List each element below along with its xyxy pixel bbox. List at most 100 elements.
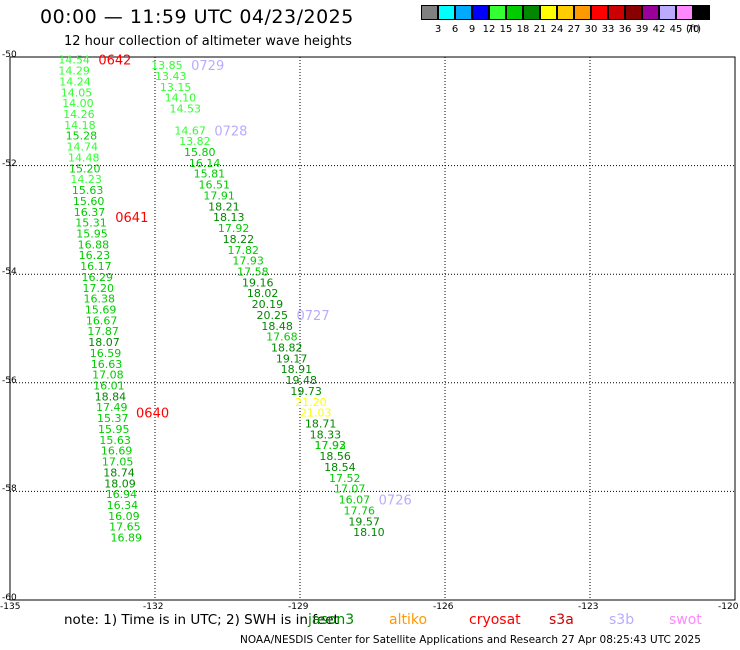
wave-height-value: 18.02: [247, 287, 278, 300]
wave-height-value: 18.91: [281, 363, 313, 376]
wave-height-value: 16.89: [111, 532, 142, 545]
wave-height-value: 14.10: [165, 92, 197, 105]
lat-tick-label: -54: [2, 267, 17, 278]
scale-label: 30: [584, 24, 598, 35]
wave-height-value: 18.56: [319, 450, 351, 463]
scale-swatch: [438, 5, 455, 20]
scale-swatch: [608, 5, 625, 20]
lon-tick-label: -126: [433, 602, 454, 612]
wave-height-value: 18.74: [103, 466, 134, 479]
scale-swatch: [676, 5, 693, 20]
scale-swatch: [693, 5, 710, 20]
wave-height-value: 14.67: [174, 124, 206, 137]
scale-swatch: [455, 5, 472, 20]
legend-entry-s3b: s3b: [609, 612, 635, 628]
wave-height-value: 15.69: [85, 303, 117, 316]
wave-height-value: 17.93: [232, 255, 263, 268]
wave-height-value: 17.76: [344, 504, 376, 517]
credit-line: NOAA/NESDIS Center for Satellite Applica…: [240, 634, 701, 646]
wave-height-value: 17.49: [96, 401, 128, 414]
wave-height-value: 15.60: [73, 195, 105, 208]
wave-height-value: 15.31: [75, 217, 107, 230]
legend-entry-swot: swot: [669, 612, 702, 628]
scale-label: 9: [468, 24, 476, 35]
scale-label: 24: [550, 24, 564, 35]
scale-label: 21: [533, 24, 547, 35]
wave-height-value: 18.82: [271, 342, 303, 355]
wave-height-value: 15.63: [99, 434, 130, 447]
wave-height-value: 16.59: [90, 347, 122, 360]
wave-height-value: 18.07: [88, 336, 120, 349]
scale-swatch: [625, 5, 642, 20]
wave-height-value: 18.48: [261, 320, 293, 333]
lat-tick-label: -60: [2, 593, 17, 603]
wave-height-value: 13.15: [160, 81, 192, 94]
wave-height-value: 16.34: [107, 499, 138, 512]
wave-height-value: 16.14: [189, 157, 221, 170]
wave-height-value: 19.17: [276, 352, 308, 365]
wave-height-value: 15.37: [97, 412, 129, 425]
wave-height-value: 15.95: [76, 227, 108, 240]
wave-height-value: 18.13: [213, 211, 245, 224]
legend-entry-cryosat: cryosat: [469, 612, 521, 628]
scale-label: 45: [669, 24, 683, 35]
scale-swatch: [642, 5, 659, 20]
wave-height-value: 15.81: [194, 168, 226, 181]
lat-tick-label: -52: [2, 158, 17, 169]
wave-height-value: 18.09: [104, 477, 136, 490]
map-frame: [9, 56, 736, 601]
wave-height-value: 18.21: [208, 200, 240, 213]
wave-height-value: 16.37: [74, 206, 106, 219]
scale-label: 15: [499, 24, 513, 35]
wave-height-value: 13.43: [155, 70, 187, 83]
map-subtitle: 12 hour collection of altimeter wave hei…: [64, 34, 352, 49]
wave-height-value: 16.29: [82, 271, 114, 284]
pass-time-labels: 0642 0641 0640 0729 0728 0727 0726: [98, 54, 411, 509]
wave-height-value: 19.16: [242, 276, 274, 289]
legend-entry-s3a: s3a: [549, 612, 574, 628]
wave-height-points: 14.5414.2914.2414.0514.0014.2614.1815.28…: [58, 54, 384, 545]
legend-entry-altiko: altiko: [389, 612, 428, 628]
wave-height-value: 17.20: [83, 282, 115, 295]
wave-height-value: 14.26: [63, 108, 95, 121]
wave-height-value: 15.63: [72, 184, 104, 197]
wave-height-value: 16.69: [101, 445, 133, 458]
wave-height-value: 14.48: [68, 151, 100, 164]
wave-height-value: 20.25: [257, 309, 289, 322]
scale-unit: (ft): [686, 24, 702, 35]
scale-swatch: [506, 5, 523, 20]
wave-height-value: 16.07: [339, 494, 371, 507]
lon-tick-label: -120: [718, 602, 739, 612]
pass-time-label: 0642: [98, 54, 131, 69]
scale-label: 3: [434, 24, 442, 35]
scale-swatch: [574, 5, 591, 20]
lat-tick-label: -50: [2, 50, 17, 60]
pass-time-label: 0728: [214, 124, 247, 139]
wave-height-value: 16.51: [199, 179, 231, 192]
scale-label: 18: [516, 24, 530, 35]
scale-swatch: [659, 5, 676, 20]
wave-height-value: 19.48: [286, 374, 318, 387]
scale-swatch: [523, 5, 540, 20]
wave-height-value: 16.38: [83, 293, 115, 306]
wave-height-value: 17.07: [334, 483, 366, 496]
wave-height-value: 19.57: [348, 515, 380, 528]
wave-height-value: 18.71: [305, 418, 337, 431]
wave-height-value: 18.22: [223, 233, 255, 246]
wave-height-value: 15.80: [184, 146, 216, 159]
lon-tick-label: -123: [578, 602, 599, 612]
map-grid: [9, 56, 736, 601]
wave-height-value: 14.23: [70, 173, 102, 186]
wave-height-value: 14.74: [67, 141, 99, 154]
wave-height-value: 18.54: [324, 461, 356, 474]
scale-label: 27: [567, 24, 581, 35]
wave-height-value: 17.68: [266, 331, 298, 344]
wave-height-value: 17.93: [315, 439, 347, 452]
wave-height-value: 14.00: [62, 97, 93, 110]
scale-label: 33: [601, 24, 615, 35]
pass-time-label: 0641: [115, 211, 148, 226]
lat-tick-label: -56: [2, 375, 17, 386]
scale-label: 70: [686, 24, 700, 35]
wave-height-value: 18.84: [95, 390, 127, 403]
